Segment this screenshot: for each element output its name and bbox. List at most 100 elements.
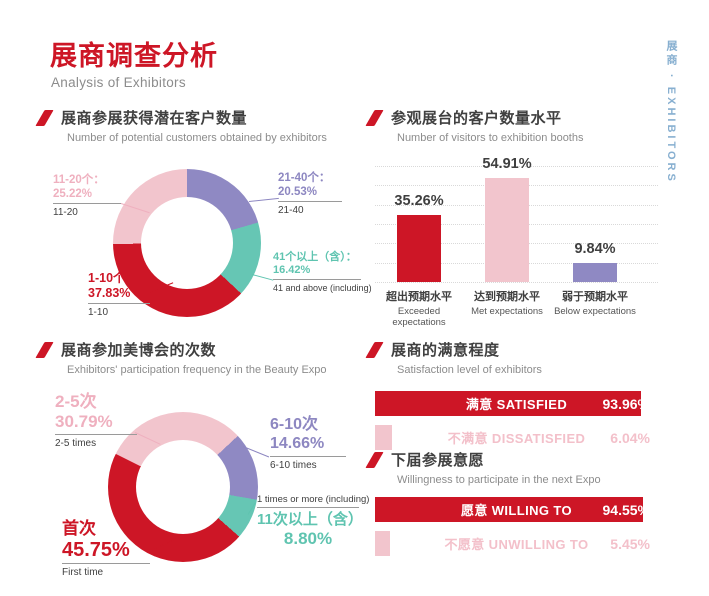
slice-value: 14.66% [270, 434, 325, 452]
page-title: 展商调查分析 [50, 41, 218, 71]
slice-label-cn: 1-10个： [88, 271, 139, 285]
willing-bar-fill [375, 497, 643, 522]
slice-label-en: 2-5 times [55, 438, 97, 450]
bar-value-label: 35.26% [394, 193, 444, 209]
unwilling-value: 5.45% [610, 535, 650, 552]
bar-column: 54.91% [463, 156, 551, 282]
slice-label-cn: 11-20个： [53, 174, 105, 186]
satisfied-value: 93.96% [602, 395, 650, 412]
donut2-label-2-5-times: 2-5次 30.79% 2-5 times [55, 392, 137, 449]
leader-line [251, 274, 274, 281]
red-slash-icon [365, 341, 384, 358]
leader-line [53, 203, 121, 205]
slice-value: 30.79% [55, 412, 113, 432]
section-subtitle: Number of visitors to exhibition booths [397, 132, 584, 144]
slice-label-en: 41 and above (including) [273, 282, 372, 293]
bar-exceeded-expectations [397, 215, 441, 282]
dissatisfied-bar-fill [375, 425, 393, 450]
x-tick-below: 弱于预期水平 Below expectations [551, 288, 639, 317]
willing-label: 愿意 WILLING TO [460, 503, 573, 518]
satisfied-label: 满意 SATISFIED [465, 397, 568, 412]
section-header-willingness: 下届参展意愿 Willingness to participate in the… [365, 449, 601, 486]
side-vertical-label: 展商 · EXHIBITORS [665, 40, 677, 184]
slice-label-cn: 21-40个： [278, 172, 331, 184]
section-title: 下届参展意愿 [391, 452, 485, 469]
donut2-label-6-10-times: 6-10次 14.66% 6-10 times [270, 416, 346, 471]
satisfied-bar-row: 满意 SATISFIED 93.96% [375, 391, 658, 416]
red-slash-icon [365, 451, 384, 468]
donut-hole [141, 197, 233, 289]
donut1-label-21-40: 21-40个： 20.53% 21-40 [278, 172, 342, 216]
section-header-frequency: 展商参加美博会的次数 Exhibitors' participation fre… [35, 339, 327, 376]
leader-line [273, 278, 361, 280]
page-subtitle: Analysis of Exhibitors [51, 75, 186, 90]
slice-label-cn: 6-10次 [270, 416, 319, 433]
slice-value: 37.83% [88, 285, 131, 300]
x-tick-exceeded: 超出预期水平 Exceeded expectations [375, 288, 463, 328]
x-label-cn: 达到预期水平 [474, 291, 540, 303]
willing-bar-row: 愿意 WILLING TO 94.55% [375, 497, 658, 522]
donut1-label-1-10: 1-10个： 37.83% 1-10 [88, 271, 150, 318]
donut2-label-11-or-more: 1 times or more (including) 11次以上（含） 8.8… [257, 494, 369, 549]
slice-label-en: 11-20 [53, 207, 78, 219]
donut1-label-41-above: 41个以上（含）： 16.42% 41 and above (including… [273, 251, 372, 293]
slice-value: 8.80% [283, 528, 333, 548]
section-subtitle: Willingness to participate in the next E… [397, 474, 601, 486]
leader-line [257, 507, 359, 508]
gridline [375, 282, 658, 283]
unwilling-bar-row: 不愿意 UNWILLING TO 5.45% [375, 531, 658, 556]
slice-label-cn: 首次 [62, 519, 96, 538]
red-slash-icon [35, 109, 54, 126]
unwilling-label: 不愿意 UNWILLING TO [444, 537, 589, 552]
x-tick-met: 达到预期水平 Met expectations [463, 288, 551, 317]
donut-hole [136, 440, 230, 534]
section-header-visitors: 参观展台的客户数量水平 Number of visitors to exhibi… [365, 107, 584, 144]
bar-column: 35.26% [375, 166, 463, 282]
bar-chart-visitors: 35.26% 54.91% 9.84% [375, 156, 658, 283]
section-title: 展商参加美博会的次数 [61, 342, 217, 359]
donut1-label-11-20: 11-20个： 25.22% 11-20 [53, 174, 121, 218]
slice-label-cn: 41个以上（含）： [273, 251, 357, 263]
red-slash-icon [365, 109, 384, 126]
satisfied-bar-fill [375, 391, 641, 416]
slice-value: 45.75% [62, 539, 130, 562]
red-slash-icon [35, 341, 54, 358]
bar-met-expectations [485, 178, 529, 282]
bar-below-expectations [573, 263, 617, 282]
section-subtitle: Number of potential customers obtained b… [67, 132, 327, 144]
leader-line [88, 302, 150, 304]
slice-value: 25.22% [53, 187, 93, 200]
slice-value: 16.42% [273, 263, 311, 276]
donut2-label-first-time: 首次 45.75% First time [62, 519, 150, 578]
unwilling-bar-fill [375, 531, 391, 556]
slice-label-en: 1-10 [88, 306, 109, 318]
slice-value: 20.53% [278, 185, 318, 198]
willing-value: 94.55% [602, 501, 650, 518]
x-label-en: Exceeded expectations [392, 306, 446, 328]
gridline [375, 166, 658, 167]
section-title: 展商的满意程度 [391, 342, 500, 359]
section-header-potential-customers: 展商参展获得潜在客户数量 Number of potential custome… [35, 107, 327, 144]
section-title: 展商参展获得潜在客户数量 [61, 110, 248, 127]
x-label-en: Below expectations [554, 306, 636, 317]
slice-label-en: 6-10 times [270, 459, 317, 471]
x-label-cn: 弱于预期水平 [562, 291, 628, 303]
slice-label-cn: 11次以上（含） [257, 511, 363, 528]
section-title: 参观展台的客户数量水平 [391, 110, 562, 127]
slice-label-cn: 2-5次 [55, 392, 97, 411]
section-subtitle: Exhibitors' participation frequency in t… [67, 364, 327, 376]
bar-column: 9.84% [551, 166, 639, 282]
dissatisfied-bar-row: 不满意 DISSATISFIED 6.04% [375, 425, 658, 450]
leader-line [62, 563, 150, 565]
slice-label-en: 21-40 [278, 205, 304, 217]
leader-line [248, 197, 279, 202]
dissatisfied-label: 不满意 DISSATISFIED [447, 431, 586, 446]
donut-chart-potential-customers [113, 169, 261, 317]
x-label-en: Met expectations [471, 306, 543, 317]
slice-label-en: First time [62, 567, 104, 579]
leader-line [278, 201, 342, 203]
bar-value-label: 54.91% [482, 156, 532, 172]
donut-chart-participation-frequency [108, 412, 258, 562]
leader-line [270, 455, 346, 457]
